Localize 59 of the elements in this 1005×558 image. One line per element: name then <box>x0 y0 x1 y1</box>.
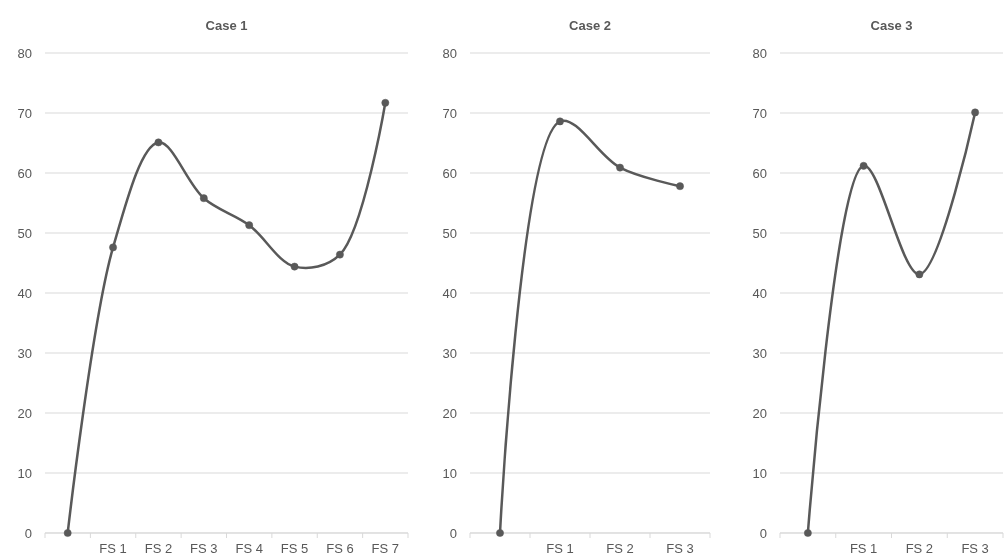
point <box>245 221 254 230</box>
point <box>109 243 117 252</box>
point <box>859 161 868 170</box>
y-tick-label: 20 <box>442 405 457 421</box>
chart-title: Case 2 <box>569 18 611 33</box>
y-tick-label: 20 <box>17 405 32 421</box>
y-tick-label: 40 <box>17 285 32 301</box>
point <box>154 138 163 147</box>
y-tick-label: 60 <box>17 165 32 181</box>
x-tick-label: FS 2 <box>606 541 634 556</box>
y-tick-label: 40 <box>442 285 457 301</box>
point <box>616 163 624 172</box>
y-tick-label: 0 <box>759 525 767 541</box>
point <box>496 529 504 537</box>
point <box>804 529 812 537</box>
y-tick-label: 50 <box>752 225 767 241</box>
point <box>556 117 564 126</box>
x-tick-label: FS 1 <box>849 541 878 556</box>
point <box>199 194 208 203</box>
x-tick-label: FS 5 <box>280 541 309 556</box>
x-tick-label: FS 4 <box>235 541 263 556</box>
y-tick-label: 60 <box>442 165 457 181</box>
point <box>915 270 924 279</box>
point <box>971 108 979 117</box>
point <box>63 529 72 537</box>
y-tick-label: 10 <box>442 465 457 481</box>
y-tick-label: 60 <box>752 165 767 181</box>
x-tick-label: FS 2 <box>905 541 934 556</box>
y-tick-label: 50 <box>442 225 457 241</box>
y-tick-label: 20 <box>752 405 767 421</box>
x-tick-label: FS 7 <box>371 541 400 556</box>
y-tick-label: 70 <box>752 105 767 121</box>
chart-title: Case 1 <box>205 18 248 33</box>
x-tick-label: FS 1 <box>99 541 127 556</box>
x-tick-label: FS 1 <box>546 541 574 556</box>
x-tick-label: FS 6 <box>326 541 354 556</box>
chart-title: Case 3 <box>870 18 913 33</box>
y-tick-label: 10 <box>17 465 32 481</box>
y-tick-label: 30 <box>442 345 457 361</box>
x-tick-label: FS 3 <box>190 541 218 556</box>
y-tick-label: 30 <box>752 345 767 361</box>
y-tick-label: 70 <box>442 105 457 121</box>
x-tick-label: FS 3 <box>666 541 694 556</box>
y-tick-label: 70 <box>17 105 32 121</box>
x-tick-label: FS 3 <box>961 541 989 556</box>
point <box>336 250 344 259</box>
y-tick-label: 50 <box>17 225 32 241</box>
y-tick-label: 10 <box>752 465 767 481</box>
y-tick-label: 0 <box>24 525 32 541</box>
y-tick-label: 0 <box>449 525 457 541</box>
y-tick-label: 30 <box>17 345 32 361</box>
point <box>676 182 684 191</box>
y-tick-label: 80 <box>17 45 32 61</box>
point <box>290 262 299 271</box>
x-tick-label: FS 2 <box>144 541 173 556</box>
point <box>381 98 390 107</box>
y-tick-label: 80 <box>442 45 457 61</box>
y-tick-label: 80 <box>752 45 767 61</box>
y-tick-label: 40 <box>752 285 767 301</box>
